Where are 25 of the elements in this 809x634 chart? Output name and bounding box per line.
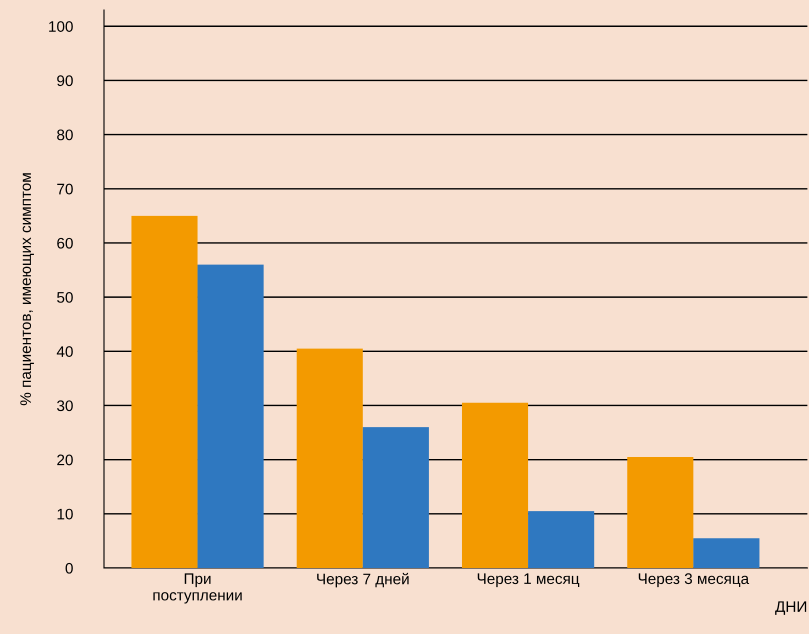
y-tick-label: 40 <box>56 346 73 357</box>
bar <box>198 264 264 568</box>
bar <box>296 348 363 568</box>
x-tick-label: Через 7 дней <box>317 572 409 588</box>
y-tick-label: 80 <box>57 129 73 140</box>
x-tick-label: Через 3 месяца <box>638 573 750 588</box>
y-tick-label: 10 <box>58 508 73 520</box>
y-tick-label: 20 <box>57 454 73 466</box>
y-tick-label: 90 <box>57 75 73 86</box>
y-tick-label: 60 <box>57 238 73 249</box>
y-axis-title: % пациентов, имеющих симптом <box>20 173 34 406</box>
bar <box>693 538 760 568</box>
bar <box>131 216 198 568</box>
x-axis-title: ДНИ <box>775 601 806 615</box>
x-tick-label: При поступлении <box>153 573 242 604</box>
bar <box>627 456 694 568</box>
y-tick-label: 100 <box>49 21 73 32</box>
y-tick-label: 70 <box>57 184 73 194</box>
bar <box>528 511 594 568</box>
bar <box>362 427 429 568</box>
x-tick-label: Через 1 месяц <box>478 573 580 588</box>
bar <box>462 402 528 568</box>
y-tick-label: 50 <box>57 292 73 303</box>
y-tick-label: 0 <box>66 562 73 574</box>
y-tick-label: 30 <box>57 400 73 412</box>
